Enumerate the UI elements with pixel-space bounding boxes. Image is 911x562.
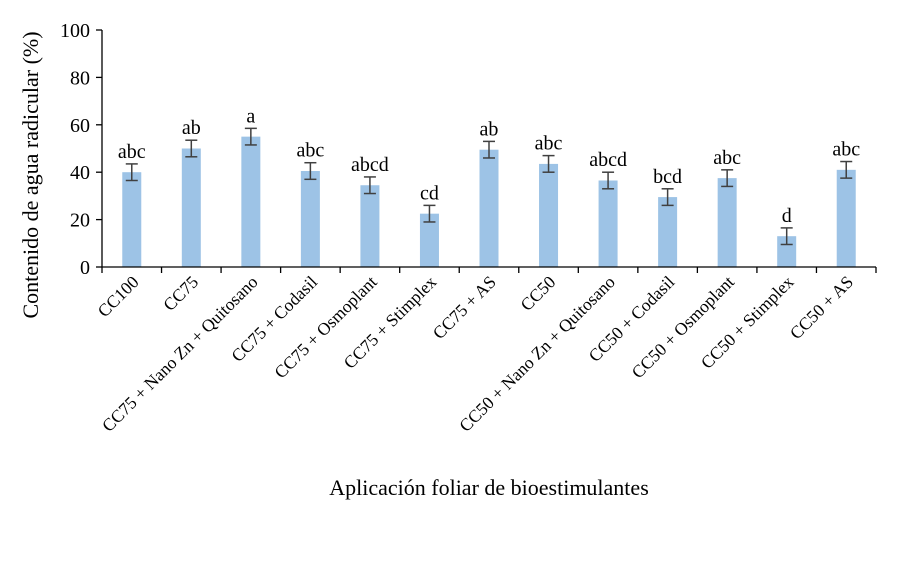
error-bar [840, 160, 853, 179]
x-tick-label: CC50 [516, 272, 559, 315]
error-bar [185, 139, 198, 158]
y-axis-title: Contenido de agua radicular (%) [18, 31, 43, 318]
bars-layer [122, 136, 856, 267]
bar [598, 180, 618, 267]
x-tick-label: CC50 + Osmoplant [627, 272, 738, 383]
error-bar [780, 227, 793, 246]
error-bar [244, 127, 257, 146]
y-tick-label: 0 [80, 257, 90, 279]
error-bar [423, 204, 436, 223]
bar [539, 163, 559, 267]
error-bar [721, 169, 734, 188]
significance-label: abc [118, 141, 146, 163]
bar [241, 136, 261, 267]
y-tick-label: 80 [70, 67, 90, 89]
x-tick-label: CC50 + AS [786, 272, 857, 343]
bar [419, 213, 439, 267]
x-axis-title: Aplicación foliar de bioestimulantes [329, 475, 649, 500]
bar [479, 149, 499, 267]
significance-label: ab [480, 118, 499, 140]
bar [360, 185, 380, 267]
bar [717, 178, 737, 267]
error-bar [602, 171, 615, 190]
x-tick-label: CC75 + Osmoplant [270, 272, 381, 383]
error-bars-layer [125, 127, 853, 246]
x-tick-label: CC100 [93, 272, 142, 321]
significance-label: bcd [653, 166, 682, 188]
significance-label: abcd [351, 154, 389, 176]
significance-label: cd [420, 182, 439, 204]
error-bar [483, 140, 495, 159]
significance-label: abc [713, 147, 741, 169]
x-tick-label: CC75 + AS [428, 272, 499, 343]
x-tick-label: CC75 [159, 272, 202, 315]
significance-label: abc [535, 133, 563, 155]
bar [300, 171, 320, 267]
significance-label: abcd [589, 149, 627, 171]
error-bar [304, 161, 317, 181]
axes-layer [101, 30, 876, 268]
bar [181, 148, 201, 267]
y-tick-label: 100 [60, 20, 90, 42]
bar [658, 197, 678, 267]
significance-label: d [782, 205, 792, 227]
significance-label: a [246, 105, 255, 127]
error-bar [363, 176, 376, 195]
y-tick-label: 20 [70, 210, 90, 232]
significance-label: ab [182, 117, 201, 139]
y-tick-label: 60 [70, 115, 90, 137]
significance-label: abc [832, 139, 860, 161]
error-bar [125, 163, 138, 182]
error-bar [661, 188, 674, 207]
error-bar [542, 154, 555, 173]
significance-label: abc [297, 140, 325, 162]
y-ticks-layer: 0 20 40 60 80 100 [60, 20, 102, 279]
bar [122, 172, 142, 267]
y-tick-label: 40 [70, 162, 90, 184]
bar [836, 169, 856, 267]
